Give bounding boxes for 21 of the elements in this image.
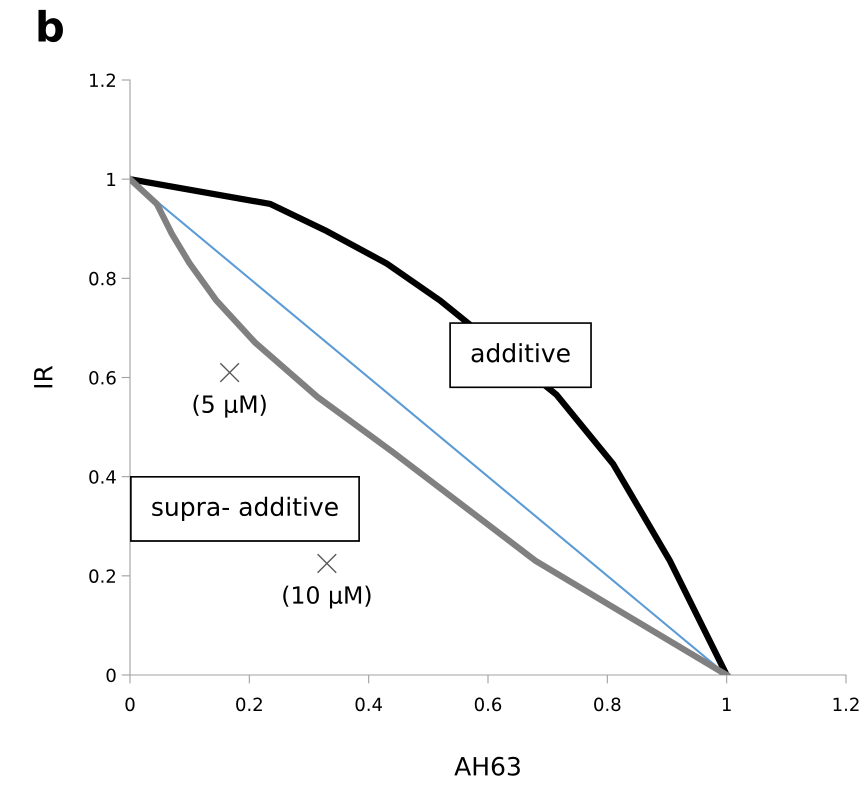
y-tick-label: 1.2 (90, 73, 115, 87)
annotation: (10 µM) (283, 586, 371, 609)
x-axis-title: AH63 (454, 756, 520, 776)
x-tick-label: 0.8 (594, 698, 620, 712)
x-tick-label: 0.4 (356, 698, 382, 712)
y-tick-label: 0.2 (89, 569, 115, 583)
x-tick-label: 0.2 (236, 698, 262, 712)
x-tick-label: 1 (722, 698, 731, 711)
annotation: supra- additive (152, 496, 338, 521)
annotation: additive (472, 343, 570, 362)
x-tick-label: 0.6 (474, 698, 502, 712)
chart-title: b (38, 10, 63, 42)
y-tick-label: 0 (106, 668, 116, 682)
annotation: (5 µM) (194, 394, 266, 418)
y-tick-label: 1 (107, 172, 116, 186)
y-tick-label: 0.6 (89, 370, 116, 385)
y-tick-label: 0.8 (89, 272, 116, 286)
x-tick-label: 0 (125, 698, 135, 712)
y-axis-title: IR (34, 366, 52, 388)
x-tick-label: 1.2 (834, 698, 859, 711)
y-tick-label: 0.4 (89, 470, 116, 484)
